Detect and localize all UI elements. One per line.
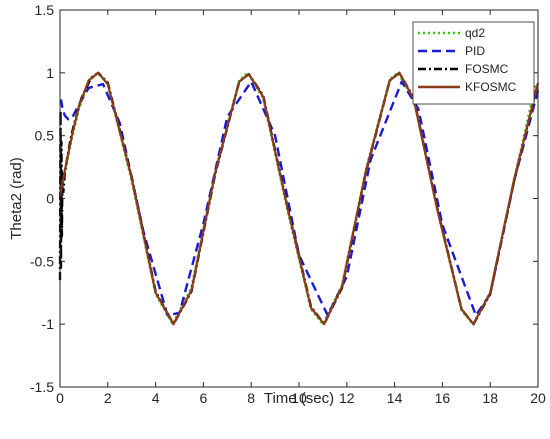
legend-label-fosmc: FOSMC: [465, 62, 509, 76]
x-tick-label: 0: [56, 390, 64, 406]
y-tick-label: 0.5: [35, 128, 55, 144]
x-tick-label: 8: [247, 390, 255, 406]
legend-label-pid: PID: [465, 44, 485, 58]
y-tick-label: -0.5: [30, 253, 54, 269]
x-tick-label: 2: [104, 390, 112, 406]
x-tick-label: 10: [291, 390, 307, 406]
x-tick-label: 6: [200, 390, 208, 406]
legend-box: [412, 21, 535, 105]
ticks-layer: 0 2 4 6 8 10 12 14 16 18 20 1.5 1 0.5 0 -0.5 -1 -1.5: [30, 2, 546, 406]
legend: qd2 PID FOSMC KFOSMC: [412, 21, 535, 105]
y-tick-label: 1.5: [35, 2, 55, 18]
x-tick-label: 12: [339, 390, 355, 406]
legend-label-qd2: qd2: [465, 26, 485, 40]
legend-label-kfosmc: KFOSMC: [465, 80, 517, 94]
x-tick-label: 20: [530, 390, 546, 406]
y-tick-label: -1: [42, 316, 55, 332]
legend-items: qd2 PID FOSMC KFOSMC: [418, 26, 517, 94]
series-line-kfosmc: [58, 71, 540, 326]
y-tick-label: 1: [46, 65, 54, 81]
x-tick-label: 14: [387, 390, 403, 406]
x-axis-label: Time (sec): [264, 390, 334, 407]
y-tick-label: 0: [46, 191, 54, 207]
x-tick-label: 18: [482, 390, 498, 406]
x-tick-label: 16: [435, 390, 451, 406]
y-axis-label: Theta2 (rad): [8, 157, 25, 240]
y-tick-label: -1.5: [30, 379, 54, 395]
x-tick-label: 4: [152, 390, 160, 406]
